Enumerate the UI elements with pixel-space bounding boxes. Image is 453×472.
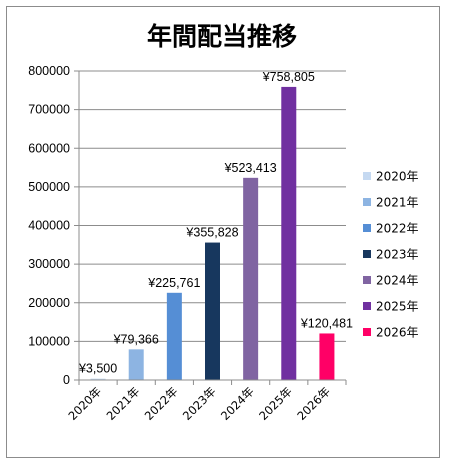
legend-entry: 2020年 — [376, 170, 419, 184]
legend-entry: 2021年 — [376, 196, 419, 210]
y-tick-label: 600000 — [28, 141, 70, 155]
legend: 2020年 2021年 2022年 2023年 2024年 2025年 2026年 — [363, 170, 419, 340]
bar — [319, 333, 335, 380]
chart-title: 年間配当推移 — [147, 22, 297, 51]
data-label: ¥523,413 — [224, 161, 277, 175]
legend-entry: 2023年 — [376, 248, 419, 262]
y-tick-label: 500000 — [28, 180, 70, 194]
legend-swatch — [363, 172, 371, 180]
x-tick-label: 2020年 — [65, 384, 104, 423]
axes — [78, 71, 346, 381]
x-tick-label: 2026年 — [294, 384, 333, 423]
y-axis-ticks: 0 100000 200000 300000 400000 500000 600000 700… — [28, 64, 79, 387]
data-label: ¥355,828 — [185, 226, 238, 240]
bar — [281, 86, 297, 381]
bar — [128, 349, 144, 380]
legend-swatch — [363, 198, 371, 206]
bar — [205, 242, 220, 380]
data-labels: ¥3,500 ¥79,366 ¥225,761 ¥355,828 ¥523,413 ¥75… — [78, 70, 353, 376]
data-label: ¥225,761 — [147, 276, 200, 290]
data-label: ¥79,366 — [113, 332, 159, 346]
x-tick-label: 2024年 — [218, 384, 257, 423]
data-label: ¥3,500 — [78, 362, 117, 376]
data-label: ¥120,481 — [300, 316, 353, 330]
legend-entry: 2026年 — [376, 326, 419, 340]
data-label: ¥758,805 — [262, 70, 315, 84]
y-tick-label: 400000 — [28, 219, 70, 233]
x-tick-label: 2025年 — [256, 384, 295, 423]
bar — [90, 378, 106, 380]
x-tick-label: 2022年 — [142, 384, 181, 423]
bars — [90, 86, 335, 381]
y-tick-label: 300000 — [28, 257, 70, 271]
bar — [166, 292, 182, 380]
y-tick-label: 800000 — [28, 64, 70, 78]
y-tick-label: 0 — [63, 373, 70, 387]
x-tick-label: 2021年 — [104, 384, 143, 423]
legend-swatch — [363, 328, 371, 336]
bar — [243, 177, 259, 380]
legend-swatch — [363, 224, 371, 232]
gridlines — [79, 70, 346, 342]
legend-swatch — [363, 302, 371, 310]
legend-entry: 2022年 — [376, 222, 419, 236]
legend-swatch — [363, 250, 371, 258]
legend-entry: 2025年 — [376, 300, 419, 314]
legend-entry: 2024年 — [376, 274, 419, 288]
x-axis-ticks: 2020年 2021年 2022年 2023年 2024年 2025年 2026年 — [65, 380, 347, 423]
legend-swatch — [363, 276, 371, 284]
y-tick-label: 700000 — [28, 103, 70, 117]
y-tick-label: 100000 — [28, 334, 70, 348]
x-tick-label: 2023年 — [180, 384, 219, 423]
y-tick-label: 200000 — [28, 296, 70, 310]
